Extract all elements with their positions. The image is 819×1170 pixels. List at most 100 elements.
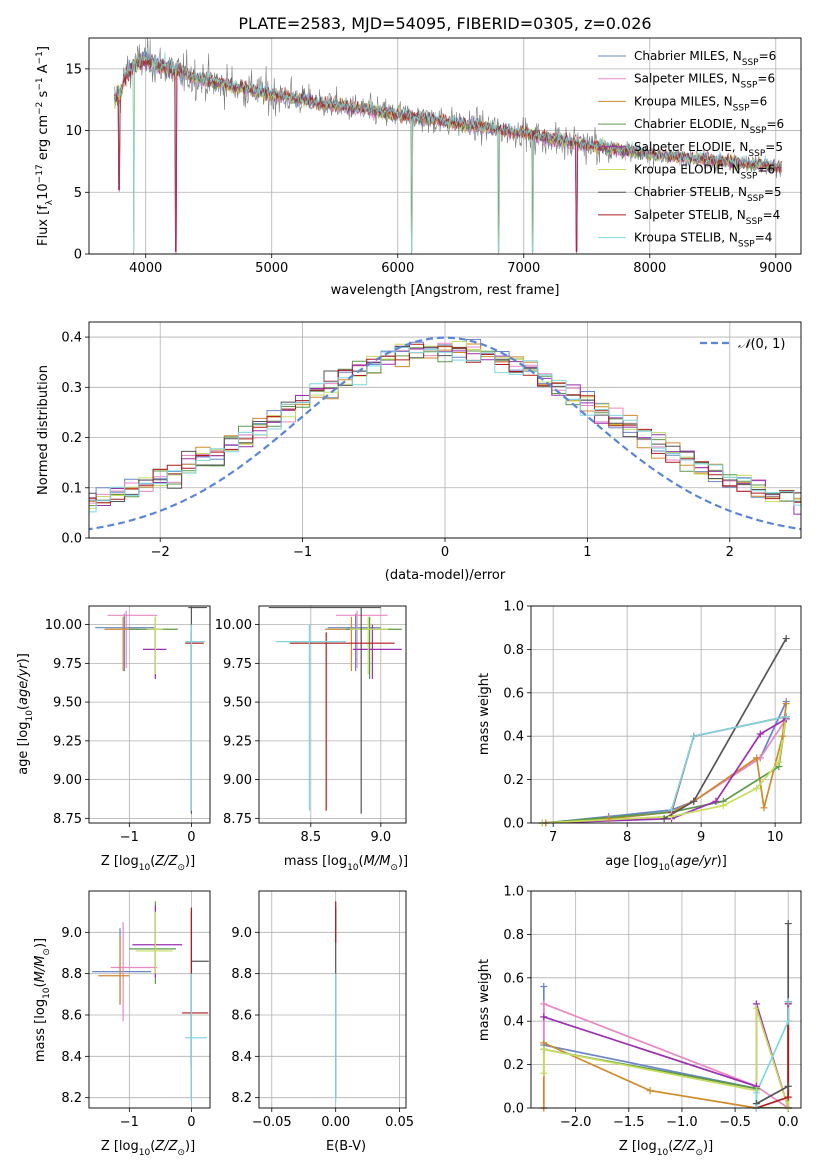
x-tick-label: 8 [623,830,631,845]
x-tick-label: 9 [697,830,705,845]
histogram-kroupa-miles [89,343,801,504]
weight-marker-kroupa-stelib [668,806,676,814]
y-axis-label: Flux [fλ10−17 erg cm−2 s−1 A−1] [35,46,55,246]
x-tick-label: 1 [583,545,591,560]
x-tick-label: −1.0 [666,1115,698,1130]
legend-entry: Kroupa STELIB, NSSP=4 [634,231,772,250]
y-tick-label: 8.75 [53,812,82,827]
weight-marker-kroupa-miles [646,1087,654,1095]
y-tick-label: 8.8 [231,967,252,982]
weight-marker-kroupa-elodie [752,1004,760,1012]
y-tick-label: 0.4 [503,730,524,745]
axes-frame [258,605,407,824]
weight-marker-kroupa-elodie [753,784,761,792]
x-tick-label: 0 [187,830,195,845]
weight-marker-chabrier-miles [540,982,548,990]
x-tick-label: 0.05 [385,1115,414,1130]
axes-frame [258,890,407,1109]
y-tick-label: 9.25 [53,734,82,749]
histogram-kroupa-elodie [89,341,801,509]
x-axis-label: age [log10(age/yr)] [605,854,727,873]
legend: Chabrier MILES, NSSP=6 Salpeter MILES, NS… [598,49,784,250]
weight-marker-kroupa-miles [782,700,790,708]
x-tick-label: −2 [151,545,170,560]
x-tick-label: 0 [441,545,449,560]
x-tick-label: 6000 [381,261,414,276]
weight-marker-kroupa-stelib [782,713,790,721]
y-tick-label: 5 [74,186,82,201]
y-tick-label: 9.50 [53,696,82,711]
weight-marker-kroupa-stelib [784,1017,792,1025]
y-tick-label: 8.4 [231,1050,252,1065]
weight-marker-salpeter-stelib [784,1093,792,1101]
weight-line-chabrier-stelib [755,923,790,1105]
x-tick-label: 7 [549,830,557,845]
weight-marker-chabrier-stelib [660,815,668,823]
x-tick-label: −1 [293,545,312,560]
y-tick-label: 9.00 [223,773,252,788]
y-tick-label: 0.2 [61,431,82,446]
y-axis-label: mass weight [477,959,492,1041]
figure-title: PLATE=2583, MJD=54095, FIBERID=0305, z=0… [238,14,651,33]
weight-marker-chabrier-stelib [690,797,698,805]
y-tick-label: 8.2 [231,1091,252,1106]
residuals-panel: −2 −1 0 1 2 0.0 0.1 0.2 0.3 0.4 𝒩(0, 1) (data-model… [36,321,802,583]
legend-entry: Kroupa MILES, NSSP=6 [634,94,767,113]
y-tick-label: 15 [65,62,82,77]
mass-vs-z-panel: −1 0 8.2 8.4 8.6 8.8 9.0 Z [log10(Z/Z⊙)] mass [l… [33,890,211,1158]
y-axis-label: mass [log10(M/M⊙)] [33,938,52,1062]
y-tick-label: 0.1 [61,481,82,496]
y-tick-label: 9.0 [61,926,82,941]
x-tick-label: −0.5 [719,1115,751,1130]
x-tick-label: 8000 [633,261,666,276]
y-tick-label: 8.8 [61,967,82,982]
plot-area [542,638,788,823]
axes-frame [88,37,802,255]
x-axis-label: Z [log10(Z/Z⊙)] [101,854,195,873]
x-tick-label: 5000 [255,261,288,276]
weight-marker-kroupa-miles [540,1039,548,1047]
axes-frame [530,605,802,824]
weight-marker-chabrier-stelib [784,920,792,928]
axes-frame [88,321,802,539]
x-tick-label: −0.05 [252,1115,292,1130]
histogram-kroupa-stelib [89,347,801,513]
weight-line-salpeter-elodie [542,718,787,823]
y-tick-label: 8.4 [61,1050,82,1065]
y-tick-label: 9.75 [223,657,252,672]
weight-marker-kroupa-miles [605,815,613,823]
weight-vs-age-panel: 7 8 9 10 0.0 0.2 0.4 0.6 0.8 1.0 age [log10(age/yr… [477,600,802,873]
weight-marker-salpeter-elodie [712,797,720,805]
y-tick-label: 1.0 [503,885,524,900]
weight-marker-kroupa-miles [753,754,761,762]
plot-area [113,38,783,254]
legend-entry: Salpeter STELIB, NSSP=4 [634,208,780,227]
model-spectrum-kroupa-stelib [113,47,783,252]
x-axis-label: mass [log10(M/M⊙)] [284,854,408,873]
x-axis-label: wavelength [Angstrom, rest frame] [331,283,560,298]
weight-line-kroupa-miles [545,703,788,823]
histogram-salpeter-stelib [89,343,801,504]
weight-marker-kroupa-miles [760,804,768,812]
y-tick-label: 0.2 [503,1058,524,1073]
y-tick-label: 0.6 [503,971,524,986]
y-tick-label: 9.25 [223,734,252,749]
y-tick-label: 9.00 [53,773,82,788]
weight-marker-kroupa-elodie [775,758,783,766]
weight-marker-kroupa-elodie [540,1045,548,1053]
y-tick-label: 8.6 [61,1009,82,1024]
x-tick-label: 7000 [507,261,540,276]
y-tick-label: 0 [74,248,82,263]
plot-area [268,606,402,814]
x-axis-label: Z [log10(Z/Z⊙)] [619,1139,713,1158]
spectrum-panel: 4000 5000 6000 7000 8000 9000 0 5 10 15 wavelength… [35,37,802,298]
legend-entry: Chabrier ELODIE, NSSP=6 [634,117,784,136]
plot-area [89,336,801,531]
y-tick-label: 0.8 [503,643,524,658]
weight-marker-kroupa-stelib [690,732,698,740]
y-tick-label: 0.3 [61,381,82,396]
weight-line-chabrier-elodie [543,1048,790,1108]
y-tick-label: 0.4 [61,331,82,346]
x-tick-label: 4000 [129,261,162,276]
weight-line-kroupa-elodie [542,716,788,823]
